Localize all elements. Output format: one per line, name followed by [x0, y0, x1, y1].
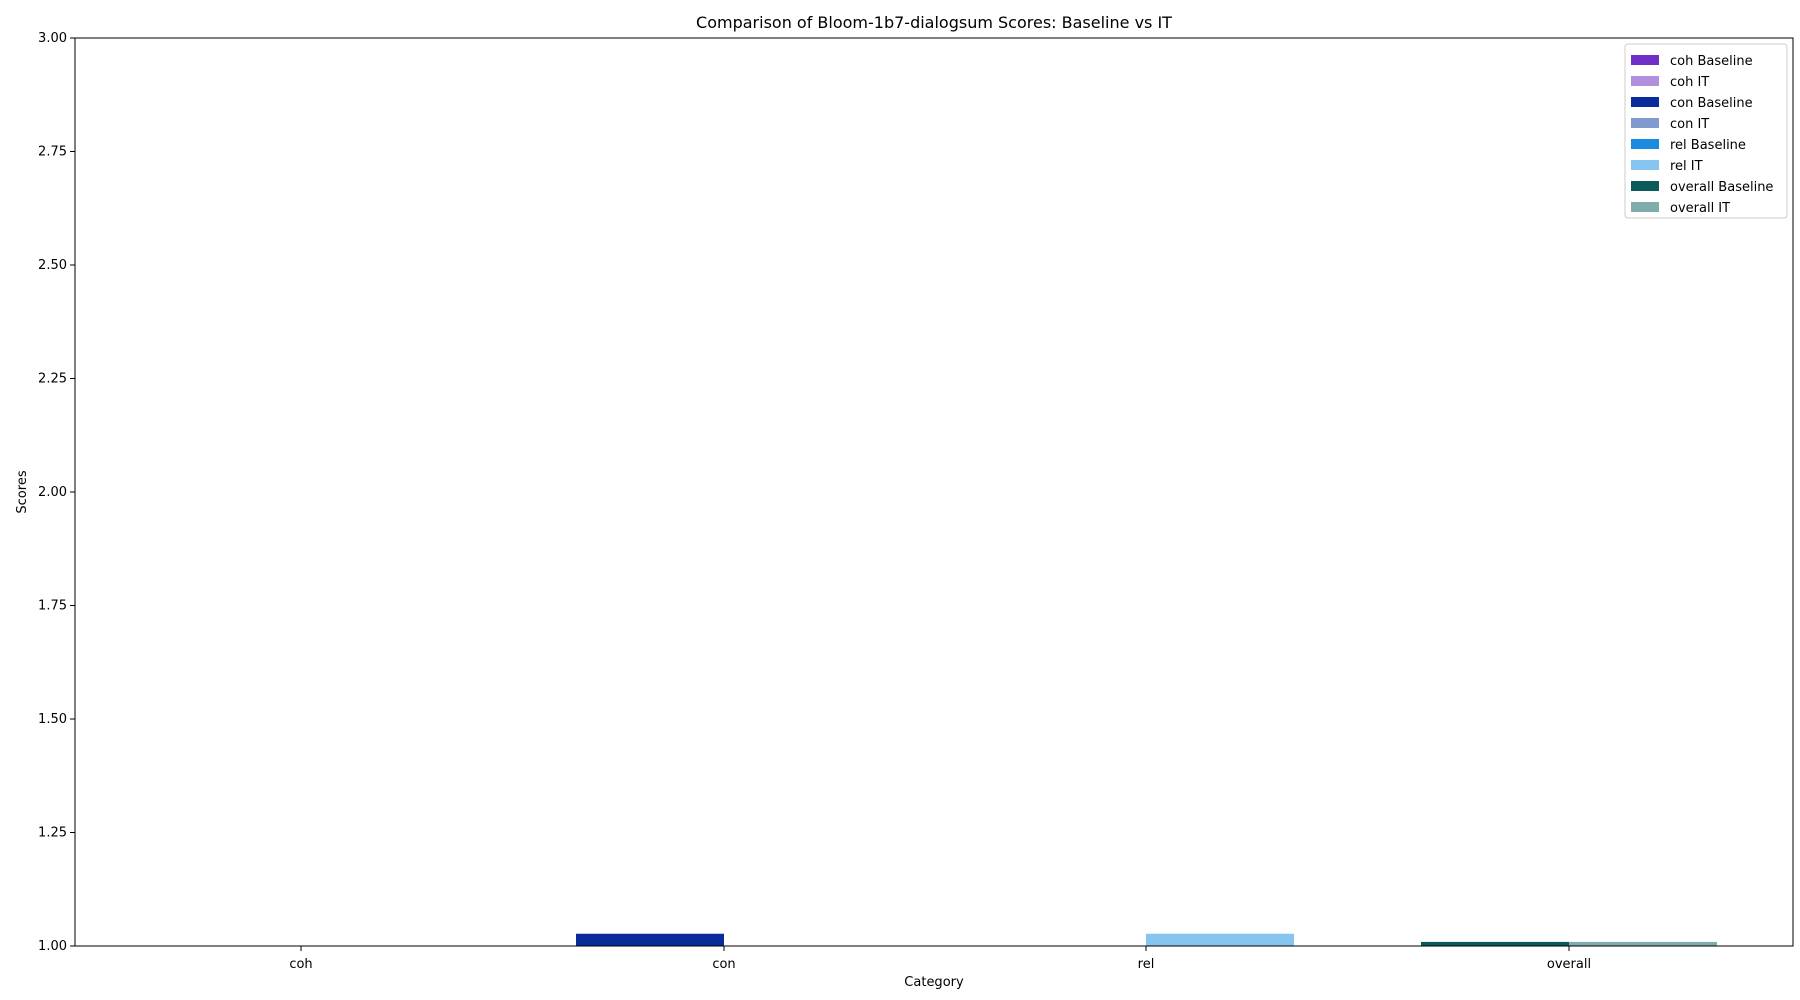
- y-tick-label: 2.50: [38, 258, 67, 273]
- legend-swatch: [1631, 202, 1659, 212]
- bar-overall-baseline: [1421, 941, 1569, 946]
- y-tick-label: 2.25: [38, 372, 67, 387]
- chart-title: Comparison of Bloom-1b7-dialogsum Scores…: [696, 13, 1172, 32]
- legend-swatch: [1631, 55, 1659, 65]
- legend-entry: coh IT: [1670, 75, 1709, 90]
- bar-con-baseline: [576, 933, 724, 946]
- y-tick-label: 1.75: [38, 599, 67, 614]
- y-tick-label: 2.00: [38, 485, 67, 500]
- y-axis-label: Scores: [15, 470, 30, 513]
- plot-frame: [74, 37, 1794, 947]
- y-tick-label: 2.75: [38, 145, 67, 160]
- legend: coh Baseline coh IT con Baseline con IT rel …: [1624, 43, 1788, 219]
- x-axis: coh con rel overall: [289, 946, 1591, 972]
- x-tick-label: overall: [1547, 957, 1591, 972]
- legend-swatch: [1631, 97, 1659, 107]
- y-tick-label: 3.00: [38, 31, 67, 46]
- legend-swatch: [1631, 181, 1659, 191]
- x-tick-label: coh: [289, 957, 312, 972]
- legend-swatch: [1631, 118, 1659, 128]
- legend-entry: overall IT: [1670, 201, 1730, 216]
- legend-entry: con Baseline: [1670, 96, 1753, 111]
- y-axis: 1.00 1.25 1.50 1.75 2.00 2.25 2.50 2.75 3.00: [38, 31, 75, 954]
- legend-entry: coh Baseline: [1670, 54, 1753, 69]
- legend-swatch: [1631, 160, 1659, 170]
- y-tick-label: 1.50: [38, 712, 67, 727]
- legend-swatch: [1631, 76, 1659, 86]
- legend-swatch: [1631, 139, 1659, 149]
- x-axis-label: Category: [904, 975, 964, 990]
- x-tick-label: con: [712, 957, 735, 972]
- legend-entry: rel IT: [1670, 159, 1703, 174]
- y-tick-label: 1.25: [38, 826, 67, 841]
- legend-entry: con IT: [1670, 117, 1709, 132]
- bar-overall-it: [1569, 941, 1717, 946]
- bar-rel-it: [1146, 933, 1294, 946]
- x-tick-label: rel: [1138, 957, 1155, 972]
- y-tick-label: 1.00: [38, 939, 67, 954]
- bars-group: [576, 933, 1717, 946]
- legend-entry: rel Baseline: [1670, 138, 1746, 153]
- legend-entry: overall Baseline: [1670, 180, 1773, 195]
- legend-box: [1624, 43, 1788, 219]
